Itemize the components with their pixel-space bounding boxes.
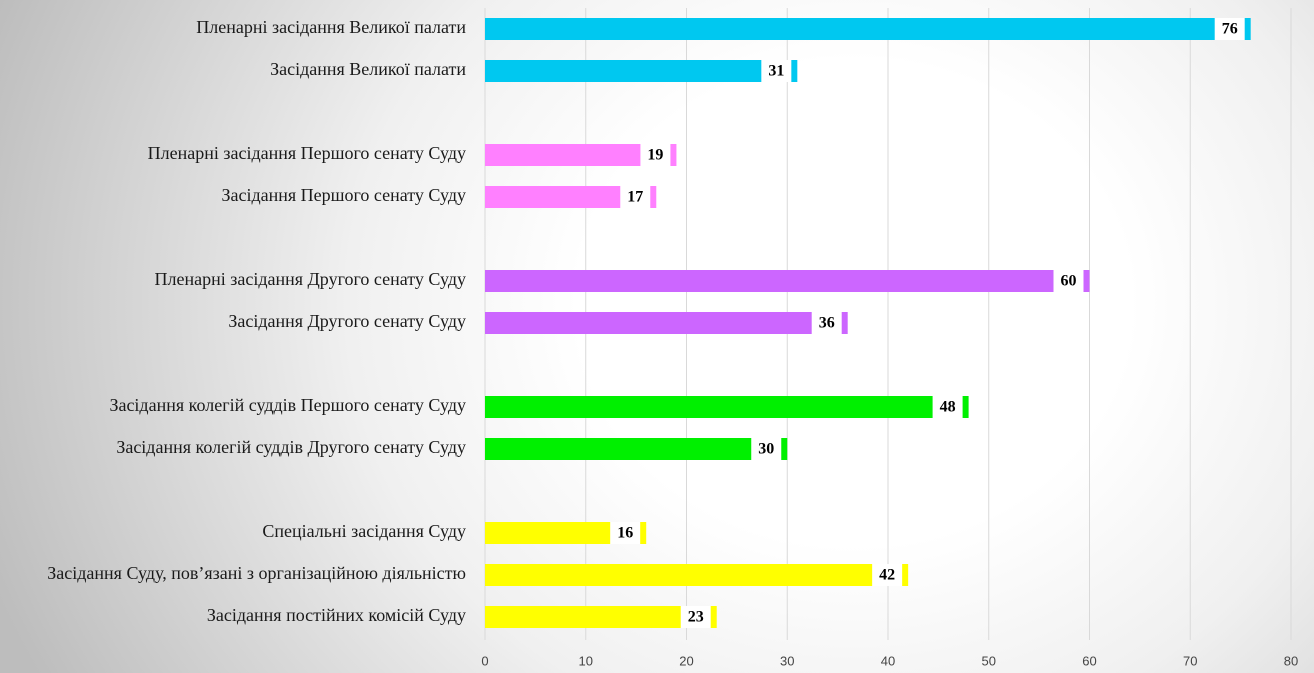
value-label-box	[751, 438, 782, 460]
value-label: 36	[819, 315, 835, 332]
category-label: Засідання Суду, пов’язані з організаційн…	[47, 563, 466, 583]
bar	[485, 438, 788, 460]
value-label: 30	[758, 441, 774, 458]
bar	[485, 396, 969, 418]
value-label-box	[1053, 270, 1084, 292]
x-tick-label: 50	[982, 653, 996, 668]
value-label-box	[761, 60, 792, 82]
value-label-box	[1214, 18, 1245, 40]
bar	[485, 18, 1251, 40]
value-label: 23	[688, 609, 704, 626]
x-tick-label: 80	[1284, 653, 1298, 668]
value-label: 76	[1222, 21, 1238, 38]
value-label: 17	[627, 189, 643, 206]
value-label-box	[640, 144, 671, 166]
x-tick-label: 30	[780, 653, 794, 668]
category-label: Засідання постійних комісій Суду	[207, 605, 466, 625]
bar	[485, 186, 657, 208]
bar	[485, 312, 848, 334]
category-label: Спеціальні засідання Суду	[262, 521, 466, 541]
category-label: Засідання колегій суддів Першого сенату …	[109, 395, 466, 415]
value-label: 19	[647, 147, 663, 164]
value-label-box	[932, 396, 963, 418]
value-label: 48	[940, 399, 956, 416]
value-label-box	[811, 312, 842, 334]
bar	[485, 270, 1090, 292]
value-label: 60	[1061, 273, 1077, 290]
x-tick-label: 0	[481, 653, 488, 668]
value-label-box	[610, 522, 641, 544]
value-label-box	[620, 186, 651, 208]
x-tick-label: 10	[579, 653, 593, 668]
bar	[485, 144, 677, 166]
x-tick-label: 70	[1183, 653, 1197, 668]
category-label: Пленарні засідання Великої палати	[196, 17, 466, 37]
value-label: 31	[768, 63, 784, 80]
bar	[485, 60, 798, 82]
bar	[485, 564, 909, 586]
value-label-box	[680, 606, 711, 628]
x-tick-label: 60	[1082, 653, 1096, 668]
category-label: Пленарні засідання Другого сенату Суду	[155, 269, 466, 289]
bar	[485, 606, 717, 628]
value-label-box	[872, 564, 903, 586]
category-label: Засідання Великої палати	[270, 59, 466, 79]
x-tick-label: 20	[679, 653, 693, 668]
bar	[485, 522, 647, 544]
category-label: Засідання Другого сенату Суду	[228, 311, 466, 331]
category-label: Засідання Першого сенату Суду	[221, 185, 466, 205]
category-label: Пленарні засідання Першого сенату Суду	[148, 143, 466, 163]
value-label: 42	[879, 567, 895, 584]
value-label: 16	[617, 525, 633, 542]
category-label: Засідання колегій суддів Другого сенату …	[116, 437, 466, 457]
x-tick-label: 40	[881, 653, 895, 668]
